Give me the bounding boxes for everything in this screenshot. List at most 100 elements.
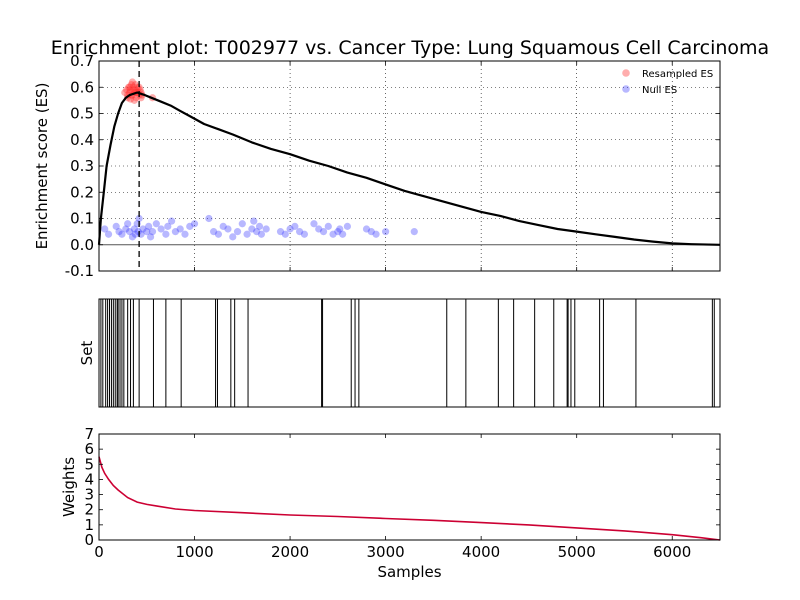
null-es-point: [134, 228, 142, 236]
enrichment-panel: -0.1 0.0 0.1 0.2 0.3 0.4 0.5 0.6 0.7 Enrichment s…: [33, 52, 721, 280]
null-es-point: [148, 228, 157, 236]
resampled-es-point: [126, 86, 135, 94]
null-es-point: [162, 230, 170, 238]
null-es-point: [125, 228, 134, 236]
enrichment-y-axis-label: Enrichment score (ES): [33, 83, 51, 250]
y-tick-label: 0.6: [70, 78, 94, 96]
null-es-point: [319, 228, 328, 236]
y-tick-label: 0.4: [70, 131, 94, 149]
null-es-point: [296, 228, 304, 236]
y-tick-label: 3: [84, 486, 94, 504]
resampled-es-point: [129, 83, 137, 91]
resampled-es-point: [126, 95, 135, 103]
y-tick-label: 0.2: [70, 183, 94, 201]
null-es-point: [276, 228, 285, 236]
resampled-es-point: [128, 78, 137, 86]
null-es-point: [210, 228, 218, 236]
weights-line: [98, 456, 721, 541]
legend: Resampled ES Null ES: [622, 69, 713, 96]
y-tick-label: 6: [84, 440, 94, 458]
null-es-point: [291, 222, 299, 230]
chart-title: Enrichment plot: T002977 vs. Cancer Type…: [51, 37, 769, 59]
resampled-es-point: [136, 86, 144, 94]
null-es-point: [343, 222, 351, 230]
resampled-es-point: [131, 81, 139, 89]
weights-axes-frame: [98, 433, 721, 541]
set-panel: Set: [78, 298, 721, 408]
null-es-point: [190, 220, 199, 228]
null-es-point: [281, 230, 289, 238]
null-es-point: [219, 222, 227, 230]
null-es-point: [171, 228, 180, 236]
null-es-point: [250, 217, 258, 225]
y-tick-label: 0.7: [70, 52, 94, 70]
y-tick-label: 0.0: [70, 236, 94, 254]
resampled-es-point: [132, 94, 140, 102]
null-es-point: [181, 230, 189, 238]
enrichment-score-line: [97, 91, 721, 246]
null-es-point: [262, 225, 270, 233]
y-tick-label: 0: [84, 531, 94, 549]
null-es-point: [255, 222, 264, 230]
x-tick-label: 3000: [367, 543, 405, 561]
null-es-point: [205, 214, 213, 223]
y-tick-label: 4: [84, 470, 94, 488]
null-es-point: [233, 228, 242, 236]
null-es-point: [143, 228, 151, 236]
null-es-point: [243, 230, 251, 238]
null-es-point: [124, 220, 132, 228]
null-es-point: [157, 225, 165, 233]
x-tick-label: 4000: [462, 543, 500, 561]
legend-marker-resampled: [622, 69, 630, 77]
resampled-es-point: [123, 86, 131, 94]
null-es-point: [324, 222, 332, 230]
null-es-point: [372, 230, 380, 238]
null-es-point: [336, 225, 344, 233]
resampled-es-point: [127, 81, 136, 89]
resampled-es-point: [130, 96, 138, 104]
null-es-point: [118, 230, 126, 238]
x-tick-label: 6000: [653, 543, 691, 561]
legend-label-null: Null ES: [642, 85, 677, 96]
null-es-point: [253, 228, 261, 236]
resampled-es-point: [125, 83, 133, 91]
null-es-point: [101, 225, 109, 233]
null-es-point: [164, 222, 172, 230]
y-tick-label: 5: [84, 455, 94, 473]
set-y-axis-label: Set: [78, 341, 96, 366]
null-es-point: [329, 230, 337, 238]
x-axis-label: Samples: [377, 563, 441, 581]
null-es-point: [145, 222, 153, 230]
resampled-es-point: [135, 83, 143, 91]
null-es-point: [115, 228, 123, 236]
null-es-point: [176, 225, 184, 233]
null-es-point: [128, 233, 137, 241]
null-es-point: [257, 230, 266, 238]
null-es-point: [410, 228, 418, 236]
null-es-point: [214, 230, 223, 238]
null-es-point: [334, 228, 342, 236]
null-es-point: [339, 230, 347, 238]
null-es-point: [382, 228, 390, 236]
x-tick-label: 2000: [271, 543, 309, 561]
y-tick-label: 1: [84, 516, 94, 534]
x-tick-label: 0: [94, 543, 104, 561]
y-tick-label: 0.3: [70, 157, 94, 175]
null-es-point: [131, 230, 139, 238]
null-es-point: [300, 230, 309, 238]
null-es-point: [130, 225, 138, 233]
null-es-point: [362, 225, 371, 233]
legend-label-resampled: Resampled ES: [642, 69, 713, 80]
weights-y-axis-label: Weights: [60, 457, 78, 517]
x-tick-label: 1000: [175, 543, 213, 561]
set-axes-frame: [98, 298, 721, 408]
null-es-point: [367, 228, 375, 236]
null-es-point: [229, 233, 237, 241]
null-es-point: [146, 233, 155, 241]
null-es-point: [238, 220, 246, 228]
resampled-es-point: [129, 86, 137, 94]
y-tick-label: 7: [84, 425, 94, 443]
null-es-point: [186, 222, 194, 230]
